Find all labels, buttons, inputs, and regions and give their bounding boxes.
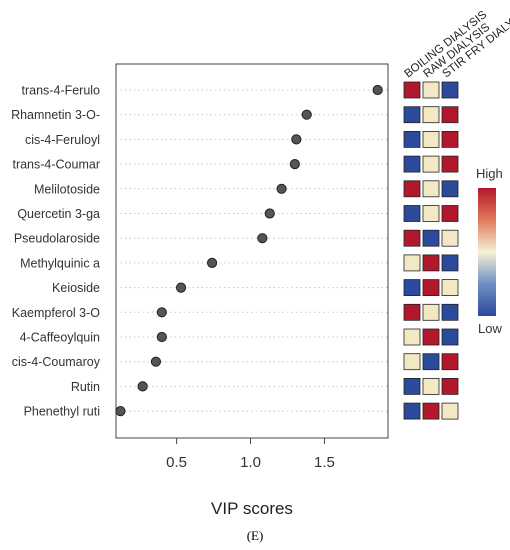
panel-label: (E) <box>246 528 264 543</box>
heatmap-cell <box>441 205 459 222</box>
heatmap-cell <box>422 377 440 395</box>
heatmap-cell <box>422 402 440 420</box>
heatmap-cell <box>422 254 440 272</box>
vip-point <box>291 134 302 145</box>
heatmap-cell <box>441 254 459 272</box>
colorbar-high-label: High <box>476 166 503 181</box>
heatmap-cell <box>422 155 440 173</box>
heatmap-cell <box>403 106 421 124</box>
vip-point <box>301 109 312 120</box>
x-axis-title: VIP scores <box>211 499 293 518</box>
plot-frame <box>115 63 389 439</box>
x-tick-label: 0.5 <box>166 454 187 471</box>
heatmap-cell <box>441 229 459 247</box>
heatmap-cell <box>441 377 459 395</box>
heatmap-cell <box>422 205 440 222</box>
heatmap-cell <box>403 279 421 297</box>
vip-point <box>150 356 162 367</box>
x-tick-label: 1.5 <box>314 454 335 471</box>
heatmap-cell <box>441 106 459 124</box>
feature-label: cis-4-Feruloyl <box>25 133 100 147</box>
vip-point <box>156 331 167 343</box>
feature-label: Quercetin 3-ga <box>17 207 100 221</box>
heatmap-cell <box>422 279 440 297</box>
feature-label: trans-4-Coumar <box>12 158 100 172</box>
heatmap-cell <box>441 279 459 297</box>
heatmap-cell <box>422 180 440 198</box>
heatmap-cell <box>441 303 459 321</box>
heatmap-cell <box>403 155 421 173</box>
vip-point <box>206 257 218 268</box>
vip-score-chart: 0.5 1.0 1.5 trans-4-Ferulo Rhamnetin 3-O-ci… <box>11 5 510 518</box>
heatmap-cell <box>441 353 459 371</box>
heatmap-cell <box>422 229 440 247</box>
heatmap-cell <box>422 130 440 148</box>
x-tick-label: 1.0 <box>240 454 261 471</box>
heatmap-cell <box>403 377 421 395</box>
heatmap-cell <box>422 328 440 346</box>
vip-point <box>289 159 300 170</box>
heatmap-cell <box>441 81 459 99</box>
heatmap-cell <box>441 130 459 148</box>
feature-label: Kaempferol 3-O <box>12 306 101 320</box>
heatmap-cell <box>441 155 459 173</box>
heatmap-cell <box>441 402 459 420</box>
colorbar-gradient <box>478 188 496 316</box>
heatmap-cell <box>403 353 421 371</box>
heatmap-cell <box>403 328 421 346</box>
feature-label: Rutin <box>71 380 100 394</box>
heatmap-cell <box>422 353 440 371</box>
feature-label: cis-4-Coumaroy <box>12 355 101 369</box>
heatmap-cell <box>403 402 421 420</box>
feature-label: Pseudolaroside <box>14 232 100 246</box>
feature-label: Phenethyl ruti <box>24 405 100 419</box>
heatmap-cell <box>403 303 421 321</box>
vip-point <box>276 183 287 194</box>
vip-point <box>115 406 126 417</box>
feature-label: Keioside <box>52 281 100 295</box>
heatmap-cell <box>403 180 421 198</box>
feature-label: 4-Caffeoylquin <box>20 331 100 345</box>
heatmap-cell <box>441 328 459 346</box>
heatmap-cell <box>403 130 421 148</box>
vip-point <box>175 282 187 293</box>
feature-label: Methylquinic a <box>20 256 100 270</box>
heatmap-cell <box>403 81 421 99</box>
feature-label: trans-4-Ferulo <box>22 84 101 98</box>
heatmap-cell <box>403 229 421 247</box>
colorbar: High Low <box>476 166 503 336</box>
vip-point <box>137 381 148 392</box>
vip-point <box>372 84 383 96</box>
vip-point <box>264 208 275 219</box>
colorbar-low-label: Low <box>478 321 502 336</box>
heatmap-cell <box>403 254 421 272</box>
heatmap-cell <box>403 205 421 222</box>
heatmap-cell <box>422 303 440 321</box>
heatmap-cell <box>422 81 440 99</box>
heatmap-cell <box>441 180 459 198</box>
vip-point <box>257 233 268 244</box>
vip-point <box>156 307 167 318</box>
feature-label: Melilotoside <box>34 182 100 196</box>
feature-label: Rhamnetin 3-O- <box>11 108 100 122</box>
heatmap-cell <box>422 106 440 124</box>
